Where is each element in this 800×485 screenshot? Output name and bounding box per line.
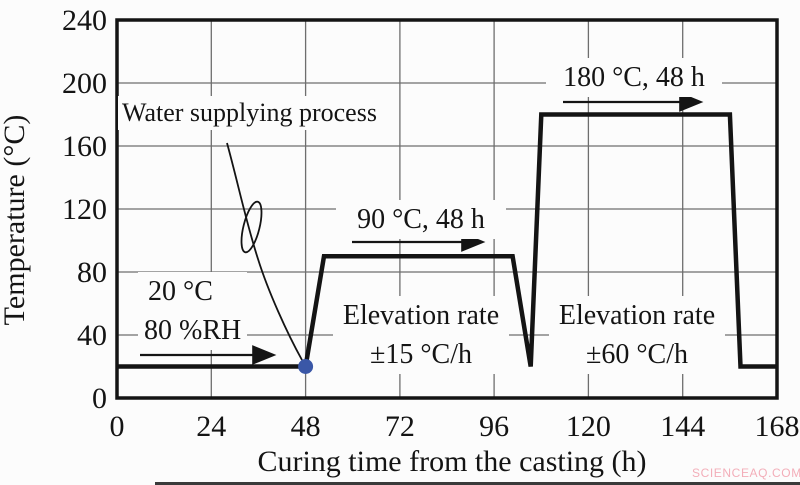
plot-frame <box>115 18 779 400</box>
y-tick-label: 0 <box>92 382 107 415</box>
y-tick-label: 80 <box>77 256 107 289</box>
annotation-line: 80 %RH <box>144 315 242 346</box>
annotation-water-supplying-process: Water supplying process <box>118 96 381 130</box>
leader-loop <box>240 200 263 254</box>
x-tick-label: 120 <box>566 410 611 443</box>
y-tick-label: 200 <box>62 67 107 100</box>
annotation-180c-plateau: 180 °C, 48 h <box>546 58 722 97</box>
annotation-ambient-conditions: 20 °C 80 %RH <box>138 272 248 350</box>
annotation-line: ±15 °C/h <box>369 339 473 370</box>
watermark: SCIENCEAQ.COM <box>692 466 800 480</box>
x-tick-label: 144 <box>660 410 705 443</box>
x-tick-label: 48 <box>291 410 321 443</box>
x-tick-label: 96 <box>479 410 509 443</box>
temperature-profile-line <box>117 112 777 369</box>
y-tick-label: 240 <box>62 4 107 37</box>
y-tick-label: 40 <box>77 319 107 352</box>
annotation-90c-plateau: 90 °C, 48 h <box>336 200 506 239</box>
y-tick-label: 120 <box>62 193 107 226</box>
annotation-line: Elevation rate <box>342 300 500 331</box>
x-tick-label: 24 <box>196 410 226 443</box>
water-supply-point-marker <box>298 359 314 374</box>
y-tick-label: 160 <box>62 130 107 163</box>
water-supply-leader-curve <box>226 142 303 361</box>
annotation-arrows <box>140 92 704 365</box>
x-axis-title: Curing time from the casting (h) <box>257 445 646 478</box>
x-tick-label: 0 <box>110 410 125 443</box>
x-tick-label: 72 <box>385 410 415 443</box>
annotation-elevation-rate-15: Elevation rate ±15 °C/h <box>333 296 509 374</box>
y-axis-title: Temperature (°C) <box>0 115 31 326</box>
annotation-line: 20 °C <box>148 276 213 307</box>
annotation-elevation-rate-60: Elevation rate ±60 °C/h <box>549 296 725 374</box>
x-tick-label: 168 <box>755 410 800 443</box>
bottom-edge-strip <box>155 482 800 485</box>
annotation-line: Elevation rate <box>558 300 716 331</box>
annotation-line: ±60 °C/h <box>585 339 689 370</box>
